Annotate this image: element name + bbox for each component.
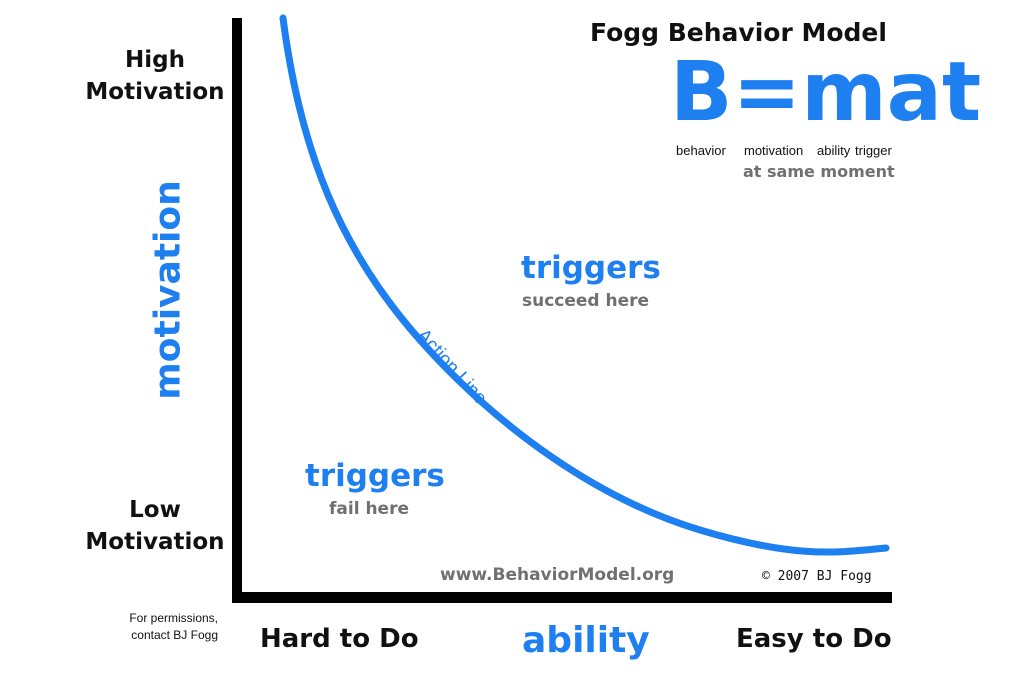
website-url: www.BehaviorModel.org — [440, 565, 675, 585]
hard-to-do-label: Hard to Do — [260, 624, 419, 654]
triggers-fail-title: triggers — [305, 458, 445, 494]
x-axis-line — [232, 592, 892, 603]
formula-label-motivation: motivation — [744, 143, 804, 158]
diagram-title: Fogg Behavior Model — [590, 18, 887, 47]
easy-to-do-label: Easy to Do — [736, 624, 892, 654]
formula-note: at same moment — [743, 162, 895, 181]
triggers-fail-subtitle: fail here — [329, 499, 409, 519]
y-axis-title: motivation — [147, 180, 189, 400]
high-motivation-label: High Motivation — [85, 47, 225, 105]
low-motivation-label: Low Motivation — [85, 497, 225, 555]
triggers-succeed-subtitle: succeed here — [522, 291, 650, 311]
formula-label-ability: ability — [817, 143, 851, 158]
formula-label-behavior: behavior — [676, 143, 726, 158]
y-axis-line — [232, 18, 242, 603]
formula-text: B=mat — [670, 45, 982, 140]
copyright-notice: © 2007 BJ Fogg — [762, 569, 872, 584]
permissions-note: For permissions, contact BJ Fogg — [129, 611, 218, 642]
triggers-succeed-title: triggers — [521, 250, 661, 286]
formula-label-trigger: trigger — [855, 143, 892, 158]
x-axis-title: ability — [522, 620, 650, 661]
